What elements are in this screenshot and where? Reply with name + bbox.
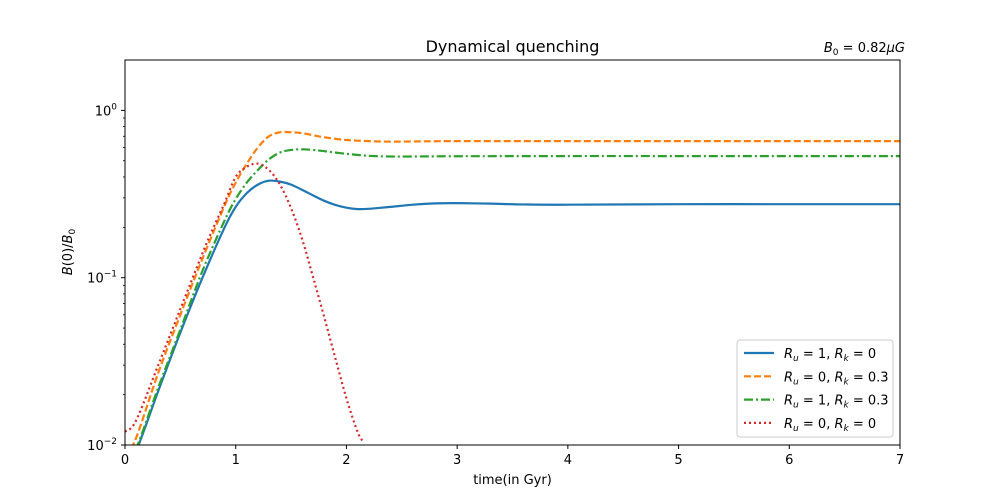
field-strength-annotation: B0 = 0.82μG bbox=[824, 41, 905, 58]
x-tick-label: 1 bbox=[232, 453, 240, 468]
legend-label-3: Ru = 1, Rk = 0.3 bbox=[784, 394, 889, 411]
x-tick-label: 6 bbox=[785, 453, 793, 468]
x-tick-label: 3 bbox=[453, 453, 461, 468]
y-tick-label: 10−1 bbox=[87, 270, 117, 287]
ticks-layer: 0 1 2 3 4 5 6 7 10−2 10−1 100 bbox=[87, 102, 904, 468]
legend-items: Ru = 1, Rk = 0 Ru = 0, Rk = 0.3 Ru = 1, Rk… bbox=[744, 347, 889, 434]
legend-label-4: Ru = 0, Rk = 0 bbox=[784, 417, 876, 434]
chart-title: Dynamical quenching bbox=[426, 37, 600, 56]
x-tick-label: 7 bbox=[896, 453, 904, 468]
y-tick-label: 100 bbox=[95, 102, 118, 119]
series-layer bbox=[125, 130, 900, 445]
x-tick-label: 0 bbox=[121, 453, 129, 468]
y-axis-label: B(0)/B0 bbox=[61, 229, 78, 276]
legend: Ru = 1, Rk = 0 Ru = 0, Rk = 0.3 Ru = 1, Rk… bbox=[736, 339, 894, 438]
x-tick-label: 4 bbox=[564, 453, 572, 468]
series-line-1 bbox=[137, 179, 900, 445]
y-tick-label: 10−2 bbox=[87, 437, 117, 454]
x-tick-label: 2 bbox=[342, 453, 350, 468]
legend-label-1: Ru = 1, Rk = 0 bbox=[784, 347, 876, 364]
series-line-4 bbox=[125, 162, 364, 443]
legend-box bbox=[736, 339, 894, 438]
x-axis-label: time(in Gyr) bbox=[473, 473, 552, 488]
series-line-2 bbox=[131, 130, 900, 445]
legend-label-2: Ru = 0, Rk = 0.3 bbox=[784, 370, 889, 387]
x-tick-label: 5 bbox=[674, 453, 682, 468]
plot-frame bbox=[124, 59, 901, 446]
series-line-3 bbox=[136, 148, 900, 445]
